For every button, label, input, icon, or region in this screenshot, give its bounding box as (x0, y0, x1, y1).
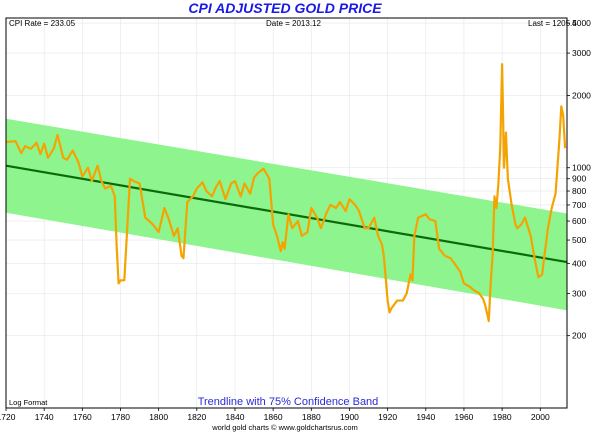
cpi-rate-label: CPI Rate = 233.05 (9, 19, 76, 28)
y-tick-label-3000: 3000 (572, 48, 591, 58)
credit-label: world gold charts © www.goldchartsrus.co… (211, 423, 358, 432)
plot-area (5, 17, 568, 409)
x-tick-label-1900: 1900 (340, 412, 359, 422)
y-tick-label-900: 900 (572, 174, 586, 184)
x-tick-label-1740: 1740 (35, 412, 54, 422)
x-tick-label-1960: 1960 (454, 412, 473, 422)
x-tick-label-1860: 1860 (264, 412, 283, 422)
y-tick-label-4000: 4000 (572, 18, 591, 28)
chart-title: CPI ADJUSTED GOLD PRICE (188, 0, 382, 16)
x-tick-label-1920: 1920 (378, 412, 397, 422)
x-tick-label-1780: 1780 (111, 412, 130, 422)
y-tick-label-200: 200 (572, 331, 586, 341)
last-label: Last = 1205.5 (528, 19, 577, 28)
log-format-label: Log Format (9, 398, 48, 407)
y-tick-label-400: 400 (572, 258, 586, 268)
y-tick-label-1000: 1000 (572, 163, 591, 173)
x-axis: 1720 1740 1760 1780 1800 1820 1840 1860 1880 1900… (0, 408, 550, 422)
plot-frame (5, 17, 568, 409)
y-tick-label-600: 600 (572, 216, 586, 226)
y-tick-label-800: 800 (572, 186, 586, 196)
x-tick-label-1940: 1940 (416, 412, 435, 422)
y-tick-label-500: 500 (572, 235, 586, 245)
band-caption: Trendline with 75% Confidence Band (198, 396, 379, 408)
x-tick-label-1880: 1880 (302, 412, 321, 422)
x-tick-label-1980: 1980 (493, 412, 512, 422)
x-tick-label-1820: 1820 (187, 412, 206, 422)
x-tick-label-1760: 1760 (73, 412, 92, 422)
x-tick-label-1840: 1840 (226, 412, 245, 422)
price-line (5, 62, 567, 323)
x-tick-label-1800: 1800 (149, 412, 168, 422)
x-tick-label-1720: 1720 (0, 412, 16, 422)
trendline (5, 164, 568, 264)
date-label: Date = 2013.12 (266, 19, 321, 28)
x-tick-label-2000: 2000 (531, 412, 550, 422)
y-tick-label-300: 300 (572, 288, 586, 298)
y-tick-label-700: 700 (572, 200, 586, 210)
y-tick-label-2000: 2000 (572, 90, 591, 100)
